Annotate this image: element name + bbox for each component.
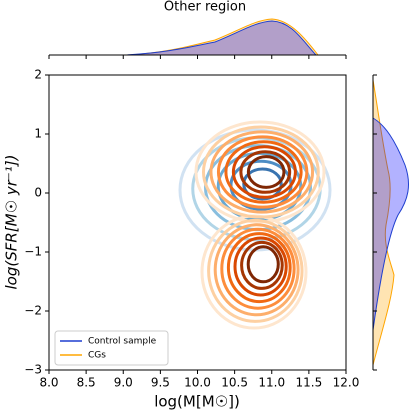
x-tick-label: 9.0 bbox=[114, 376, 133, 390]
cgs-contour-lower bbox=[226, 232, 292, 304]
x-tick-label: 11.5 bbox=[296, 376, 323, 390]
y-tick-label: −2 bbox=[24, 304, 42, 318]
cgs-contour-lower bbox=[207, 218, 304, 323]
cgs-contour-upper bbox=[231, 145, 297, 199]
density-contours bbox=[178, 120, 332, 330]
x-tick-label: 10.5 bbox=[221, 376, 248, 390]
cgs-contour-lower bbox=[246, 245, 280, 284]
right-marginal-control bbox=[372, 117, 409, 331]
cgs-contour-lower bbox=[240, 240, 284, 290]
cgs-contour-upper bbox=[246, 155, 286, 189]
cgs-contour-upper bbox=[201, 125, 320, 219]
cgs-contour-upper bbox=[239, 150, 292, 194]
legend-label: CGs bbox=[88, 351, 106, 361]
y-tick-label: 0 bbox=[34, 186, 42, 200]
y-tick-label: 1 bbox=[34, 127, 42, 141]
cgs-contour-lower bbox=[220, 227, 296, 310]
top-marginal-control bbox=[124, 20, 318, 56]
plot-frame bbox=[48, 74, 347, 371]
y-tick-label: 2 bbox=[34, 68, 42, 82]
chart-title: Other region bbox=[164, 0, 246, 15]
legend-label: Control sample bbox=[88, 337, 157, 347]
x-tick-label: 8.0 bbox=[39, 376, 58, 390]
cgs-contour-lower bbox=[213, 223, 300, 317]
x-tick-label: 8.5 bbox=[77, 376, 96, 390]
x-tick-label: 11.0 bbox=[258, 376, 285, 390]
x-tick-label: 12.0 bbox=[333, 376, 360, 390]
y-tick-label: −1 bbox=[24, 245, 42, 259]
legend: Control sample CGs bbox=[54, 330, 169, 366]
cgs-contour-upper bbox=[216, 135, 309, 209]
y-axis-label: log(SFR[M☉ yr⁻¹]) bbox=[3, 155, 21, 290]
y-tick-label: −3 bbox=[24, 363, 42, 377]
cgs-contour-upper bbox=[224, 140, 303, 204]
legend-box bbox=[54, 330, 169, 366]
cgs-contour-upper bbox=[209, 130, 315, 214]
x-axis-label: log(M[M☉]) bbox=[154, 393, 240, 411]
cgs-contour-lower bbox=[233, 236, 288, 297]
x-tick-label: 9.5 bbox=[151, 376, 170, 390]
x-tick-label: 10.0 bbox=[184, 376, 211, 390]
